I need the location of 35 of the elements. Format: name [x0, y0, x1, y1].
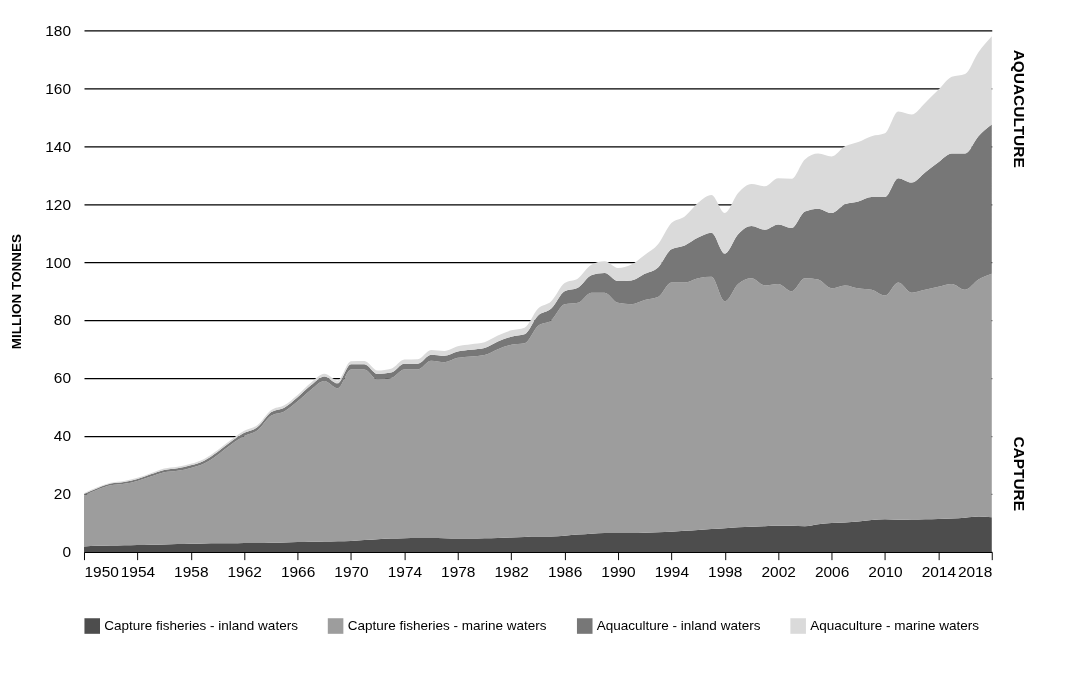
- x-tick-label: 2018: [957, 562, 993, 580]
- y-tick-label: 100: [45, 253, 71, 271]
- x-tick-label: 1986: [547, 562, 583, 580]
- y-tick-label: 20: [53, 485, 71, 503]
- y-tick-label: 60: [53, 369, 71, 387]
- legend-label: Aquaculture - inland waters: [596, 617, 761, 633]
- legend-label: Aquaculture - marine waters: [810, 617, 980, 633]
- x-tick-label: 1978: [441, 562, 476, 580]
- legend-label: Capture fisheries - marine waters: [347, 617, 547, 633]
- text: CAPTURE: [1010, 436, 1028, 512]
- y-axis-title: MILLION TONNES: [9, 234, 25, 350]
- y-tick-label: 160: [45, 79, 71, 97]
- x-tick-label: 1990: [601, 562, 636, 580]
- x-tick-label: 1982: [494, 562, 529, 580]
- x-tick-label: 1966: [280, 562, 316, 580]
- x-tick-label: 1962: [227, 562, 262, 580]
- x-tick-label: 2010: [868, 562, 903, 580]
- y-tick-label: 140: [45, 137, 71, 155]
- x-tick-label: 1994: [654, 562, 690, 580]
- y-tick-label: 120: [45, 195, 71, 213]
- legend-label: Capture fisheries - inland waters: [104, 617, 299, 633]
- y-tick-label: 0: [62, 543, 71, 561]
- x-tick-label: 1998: [708, 562, 743, 580]
- x-tick-label: 1970: [334, 562, 369, 580]
- y-tick-label: 180: [45, 21, 71, 39]
- x-tick-label: 1954: [120, 562, 156, 580]
- x-tick-label: 1950: [84, 562, 119, 580]
- x-tick-label: 1958: [174, 562, 209, 580]
- x-tick-label: 2006: [814, 562, 850, 580]
- x-tick-label: 2002: [761, 562, 796, 580]
- x-tick-label: 1974: [387, 562, 423, 580]
- y-tick-label: 80: [53, 311, 71, 329]
- text: AQUACULTURE: [1010, 49, 1028, 168]
- y-tick-label: 40: [53, 427, 71, 445]
- x-tick-label: 2014: [921, 562, 957, 580]
